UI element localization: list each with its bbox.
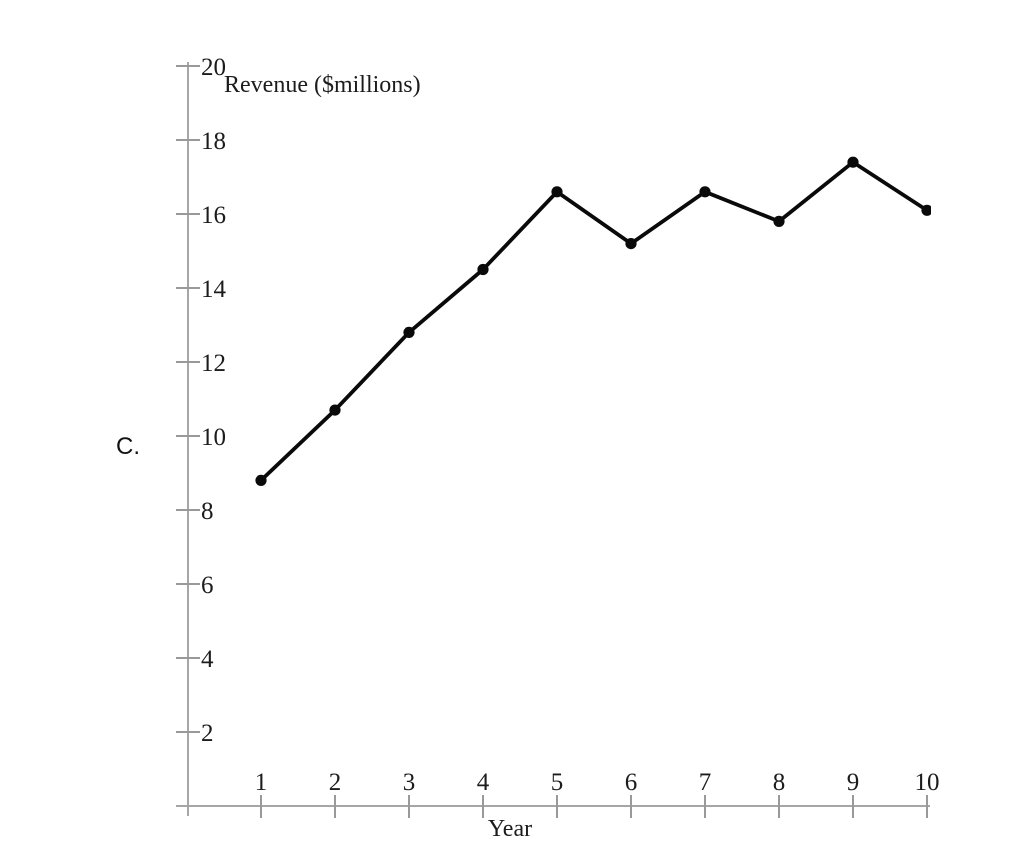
x-tick-label: 1 [255,769,268,796]
x-tick-label: 2 [329,769,342,796]
x-tick-label: 10 [915,769,940,796]
revenue-series-line [259,160,929,483]
y-tick-label: 16 [201,202,226,229]
data-point-marker [625,238,637,250]
y-tick-label: 10 [201,424,226,451]
data-point-marker [255,474,267,486]
series-group [255,156,931,486]
y-tick-label: 12 [201,350,226,377]
x-axis-title: Year [487,816,533,842]
option-label: C. [116,433,140,460]
y-tick-label: 2 [201,720,214,747]
data-point-marker [773,215,785,227]
x-tick-label: 3 [403,769,416,796]
y-tick-label: 18 [201,128,226,155]
y-tick-label: 14 [201,276,227,303]
x-tick-label: 4 [477,769,490,796]
y-tick-label: 4 [201,646,214,673]
x-tick-label: 6 [625,769,638,796]
data-point-marker [699,186,711,198]
data-point-marker [477,263,489,276]
y-tick-label: 20 [201,54,226,81]
data-point-marker [329,404,341,416]
data-point-marker [403,326,415,338]
data-point-marker [847,156,859,168]
y-tick-label: 8 [201,498,214,525]
y-axis-title: Revenue ($millions) [224,72,421,98]
x-tick-label: 7 [699,769,712,796]
data-point-marker [551,186,563,198]
data-point-marker [921,204,931,216]
y-tick-label: 6 [201,572,214,599]
x-tick-label: 5 [551,769,564,796]
x-tick-label: 9 [847,769,860,796]
x-tick-label: 8 [773,769,786,796]
